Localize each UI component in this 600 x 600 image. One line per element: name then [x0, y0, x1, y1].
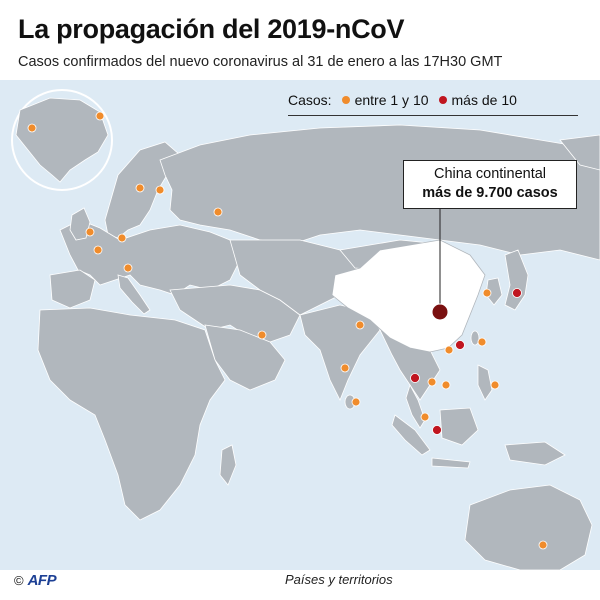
marker-france — [93, 245, 103, 255]
footer-credit: © AFP — [14, 572, 57, 589]
legend-item-low: entre 1 y 10 — [341, 92, 429, 108]
copyright-symbol: © — [14, 573, 24, 588]
afp-logo: AFP — [27, 572, 57, 589]
marker-singapore — [432, 425, 442, 435]
marker-malaysia — [420, 412, 430, 422]
land-uk — [69, 207, 91, 241]
land-madagascar — [219, 444, 237, 486]
land-italy — [117, 274, 151, 315]
marker-japan — [512, 288, 522, 298]
footer-note: Países y territorios — [285, 572, 393, 587]
marker-nepal — [355, 320, 365, 330]
map-title: La propagación del 2019-nCoV — [18, 14, 405, 44]
legend-dot-red-icon — [438, 96, 447, 104]
legend-item-high: más de 10 — [438, 92, 517, 108]
land-borneo — [439, 407, 479, 446]
callout-line1: China continental — [433, 166, 547, 182]
legend-dot-orange-icon — [341, 96, 350, 104]
marker-italy — [123, 263, 133, 273]
legend: Casos: entre 1 y 10 más de 10 — [288, 92, 517, 108]
marker-germany — [117, 233, 127, 243]
marker-china — [431, 303, 449, 321]
inset-globe — [11, 89, 113, 191]
legend-item-low-label: entre 1 y 10 — [354, 92, 429, 108]
marker-finland — [155, 185, 165, 195]
map-svg — [11, 89, 600, 570]
legend-item-high-label: más de 10 — [451, 92, 517, 108]
marker-australia — [538, 540, 548, 550]
land-iberia — [49, 269, 96, 309]
land-arabia — [204, 324, 286, 391]
marker-uk — [85, 227, 95, 237]
marker-sweden — [135, 183, 145, 193]
marker-cambodia — [427, 377, 437, 387]
marker-sri-lanka — [351, 397, 361, 407]
legend-label: Casos: — [288, 92, 332, 108]
land-taiwan — [470, 330, 480, 346]
land-philippines — [477, 364, 493, 401]
land-malay — [405, 383, 426, 429]
land-masses — [37, 124, 600, 570]
marker-hong-kong — [444, 345, 454, 355]
marker-usa — [27, 123, 37, 133]
land-americas-edge — [559, 134, 600, 171]
land-sumatra — [391, 414, 431, 456]
marker-philippines — [490, 380, 500, 390]
land-africa — [37, 307, 226, 521]
land-new-guinea — [504, 441, 566, 466]
markers-orange — [27, 111, 548, 550]
marker-korea — [482, 288, 492, 298]
legend-underline — [288, 115, 578, 116]
marker-thailand — [410, 373, 420, 383]
marker-canada — [95, 111, 105, 121]
marker-taiwan — [477, 337, 487, 347]
land-java — [431, 457, 471, 469]
land-central-asia — [229, 239, 361, 316]
marker-india — [340, 363, 350, 373]
map-subtitle: Casos confirmados del nuevo coronavirus … — [18, 54, 503, 70]
land-north-america — [15, 97, 109, 183]
land-china — [331, 239, 486, 353]
world-map — [0, 80, 600, 570]
land-japan — [504, 249, 529, 311]
marker-russia — [213, 207, 223, 217]
land-australia — [464, 484, 593, 570]
marker-uae — [257, 330, 267, 340]
markers-red — [410, 288, 522, 435]
marker-macau — [455, 340, 465, 350]
callout-line2: más de 9.700 casos — [422, 185, 558, 201]
marker-vietnam — [441, 380, 451, 390]
china-callout: China continental más de 9.700 casos — [403, 160, 577, 209]
